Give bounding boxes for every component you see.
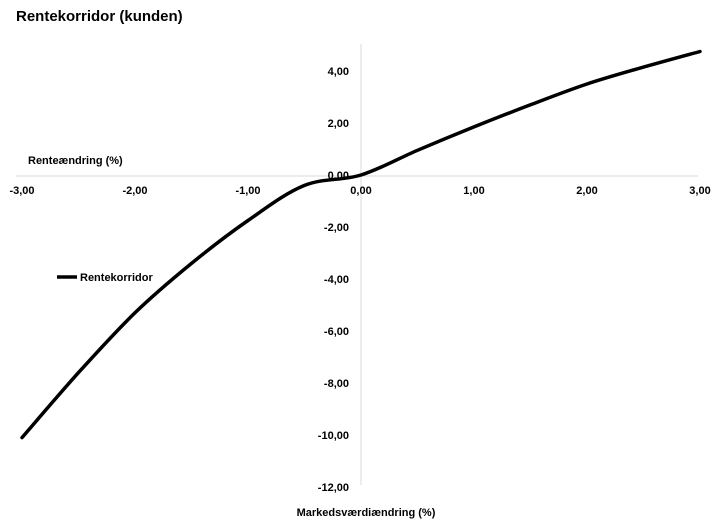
y-axis-title: Markedsværdiændring (%) (297, 507, 436, 519)
legend: Rentekorridor (57, 272, 153, 284)
chart-title: Rentekorridor (kunden) (16, 8, 183, 25)
x-tick-label: -1,00 (235, 185, 260, 197)
x-tick-label: -3,00 (9, 185, 34, 197)
x-tick-label: -2,00 (122, 185, 147, 197)
legend-label: Rentekorridor (80, 272, 153, 284)
y-tick-label: -8,00 (324, 378, 349, 390)
x-tick-label: 3,00 (689, 185, 710, 197)
x-tick-labels: -3,00 -2,00 -1,00 0,00 1,00 2,00 3,00 (9, 185, 710, 197)
y-tick-label: -10,00 (318, 430, 349, 442)
x-tick-label: 0,00 (350, 185, 371, 197)
y-tick-labels: 4,002,000,00-2,00-4,00-6,00-8,00-10,00-1… (318, 66, 349, 494)
y-tick-label: 4,00 (328, 66, 349, 78)
y-tick-label: 2,00 (328, 118, 349, 130)
y-tick-label: -6,00 (324, 326, 349, 338)
y-tick-label: -4,00 (324, 274, 349, 286)
y-tick-label: -2,00 (324, 222, 349, 234)
x-tick-label: 1,00 (463, 185, 484, 197)
y-tick-label: -12,00 (318, 482, 349, 494)
series-line-rentekorridor (20, 49, 702, 440)
x-axis-title: Renteændring (%) (28, 155, 123, 167)
x-tick-label: 2,00 (576, 185, 597, 197)
